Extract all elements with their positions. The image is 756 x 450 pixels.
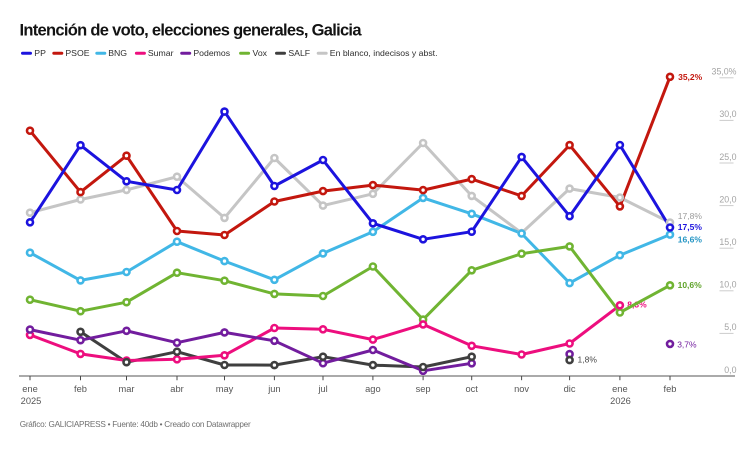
svg-text:feb: feb <box>74 384 87 394</box>
svg-text:SALF: SALF <box>288 48 310 58</box>
svg-text:Intención de voto, elecciones: Intención de voto, elecciones generales,… <box>20 22 363 40</box>
svg-text:2025: 2025 <box>21 396 42 406</box>
svg-text:PP: PP <box>34 48 46 58</box>
svg-text:25,0: 25,0 <box>719 152 736 162</box>
svg-text:may: may <box>216 384 234 394</box>
svg-text:17,8%: 17,8% <box>678 211 703 221</box>
svg-text:ene: ene <box>612 384 628 394</box>
svg-text:nov: nov <box>514 384 529 394</box>
svg-text:16,6%: 16,6% <box>678 234 703 244</box>
svg-text:35,0%: 35,0% <box>712 67 737 77</box>
svg-text:En blanco, indecisos y abst.: En blanco, indecisos y abst. <box>330 48 438 58</box>
svg-text:jun: jun <box>267 384 280 394</box>
svg-text:10,0: 10,0 <box>719 280 736 290</box>
svg-text:ene: ene <box>22 384 38 394</box>
svg-text:Sumar: Sumar <box>148 48 174 58</box>
svg-text:15,0: 15,0 <box>719 237 736 247</box>
svg-text:PSOE: PSOE <box>65 48 89 58</box>
svg-text:BNG: BNG <box>108 48 127 58</box>
svg-text:17,5%: 17,5% <box>678 222 703 232</box>
svg-text:jul: jul <box>317 384 327 394</box>
svg-text:abr: abr <box>170 384 183 394</box>
svg-text:Gráfico: GALICIAPRESS • Fuente: Gráfico: GALICIAPRESS • Fuente: 40db • C… <box>20 420 251 429</box>
svg-text:ago: ago <box>365 384 381 394</box>
svg-text:Vox: Vox <box>253 48 268 58</box>
svg-text:30,0: 30,0 <box>719 109 736 119</box>
svg-text:mar: mar <box>118 384 134 394</box>
svg-text:oct: oct <box>465 384 478 394</box>
svg-text:2026: 2026 <box>610 396 631 406</box>
svg-text:1,8%: 1,8% <box>578 355 598 365</box>
svg-text:35,2%: 35,2% <box>678 72 703 82</box>
svg-text:dic: dic <box>564 384 576 394</box>
svg-text:0,0: 0,0 <box>724 365 736 375</box>
svg-text:sep: sep <box>416 384 431 394</box>
svg-text:Podemos: Podemos <box>193 48 230 58</box>
svg-text:10,6%: 10,6% <box>678 280 703 290</box>
svg-text:20,0: 20,0 <box>719 194 736 204</box>
svg-text:3,7%: 3,7% <box>677 340 697 350</box>
svg-text:feb: feb <box>664 384 677 394</box>
svg-text:5,0: 5,0 <box>724 322 736 332</box>
